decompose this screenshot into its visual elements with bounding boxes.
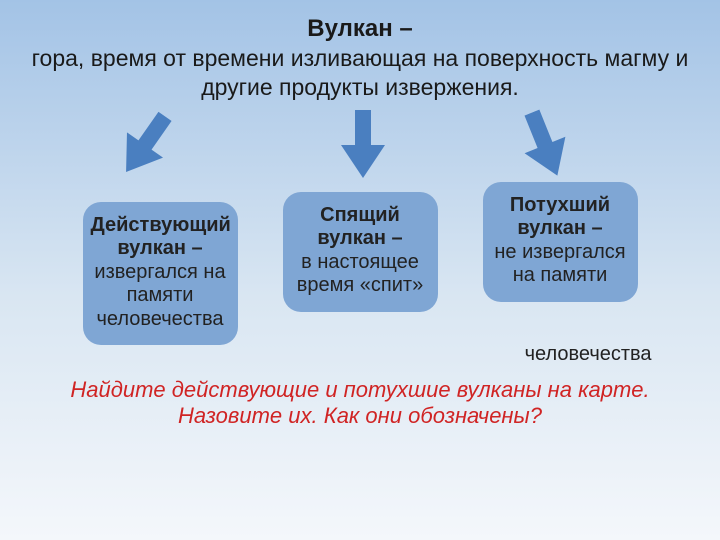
box-active: Действующий вулкан – извергался на памят… (83, 202, 238, 346)
title: Вулкан – (0, 14, 720, 44)
arrow-left-icon (100, 99, 189, 191)
boxes-row: Действующий вулкан – извергался на памят… (0, 182, 720, 346)
subtitle: гора, время от времени изливающая на пов… (0, 44, 720, 102)
question: Найдите действующие и потухшие вулканы н… (0, 367, 720, 430)
header: Вулкан – гора, время от времени изливающ… (0, 0, 720, 102)
arrow-right-icon (504, 101, 586, 188)
arrow-center-icon (333, 110, 393, 180)
box-extinct: Потухший вулкан – не извергался на памят… (483, 182, 638, 302)
box-dormant: Спящий вулкан – в настоящее время «спит» (283, 192, 438, 312)
overflow-row: человечества (0, 343, 720, 367)
box-active-name: Действующий вулкан – (91, 214, 230, 261)
box-extinct-desc: не извергался на памяти (491, 241, 630, 288)
box-dormant-name: Спящий вулкан – (291, 204, 430, 251)
arrows-row (0, 102, 720, 182)
overflow-extinct: человечества (511, 343, 666, 367)
box-dormant-desc: в настоящее время «спит» (291, 251, 430, 298)
box-active-desc: извергался на памяти человечества (91, 261, 230, 332)
box-extinct-name: Потухший вулкан – (491, 194, 630, 241)
